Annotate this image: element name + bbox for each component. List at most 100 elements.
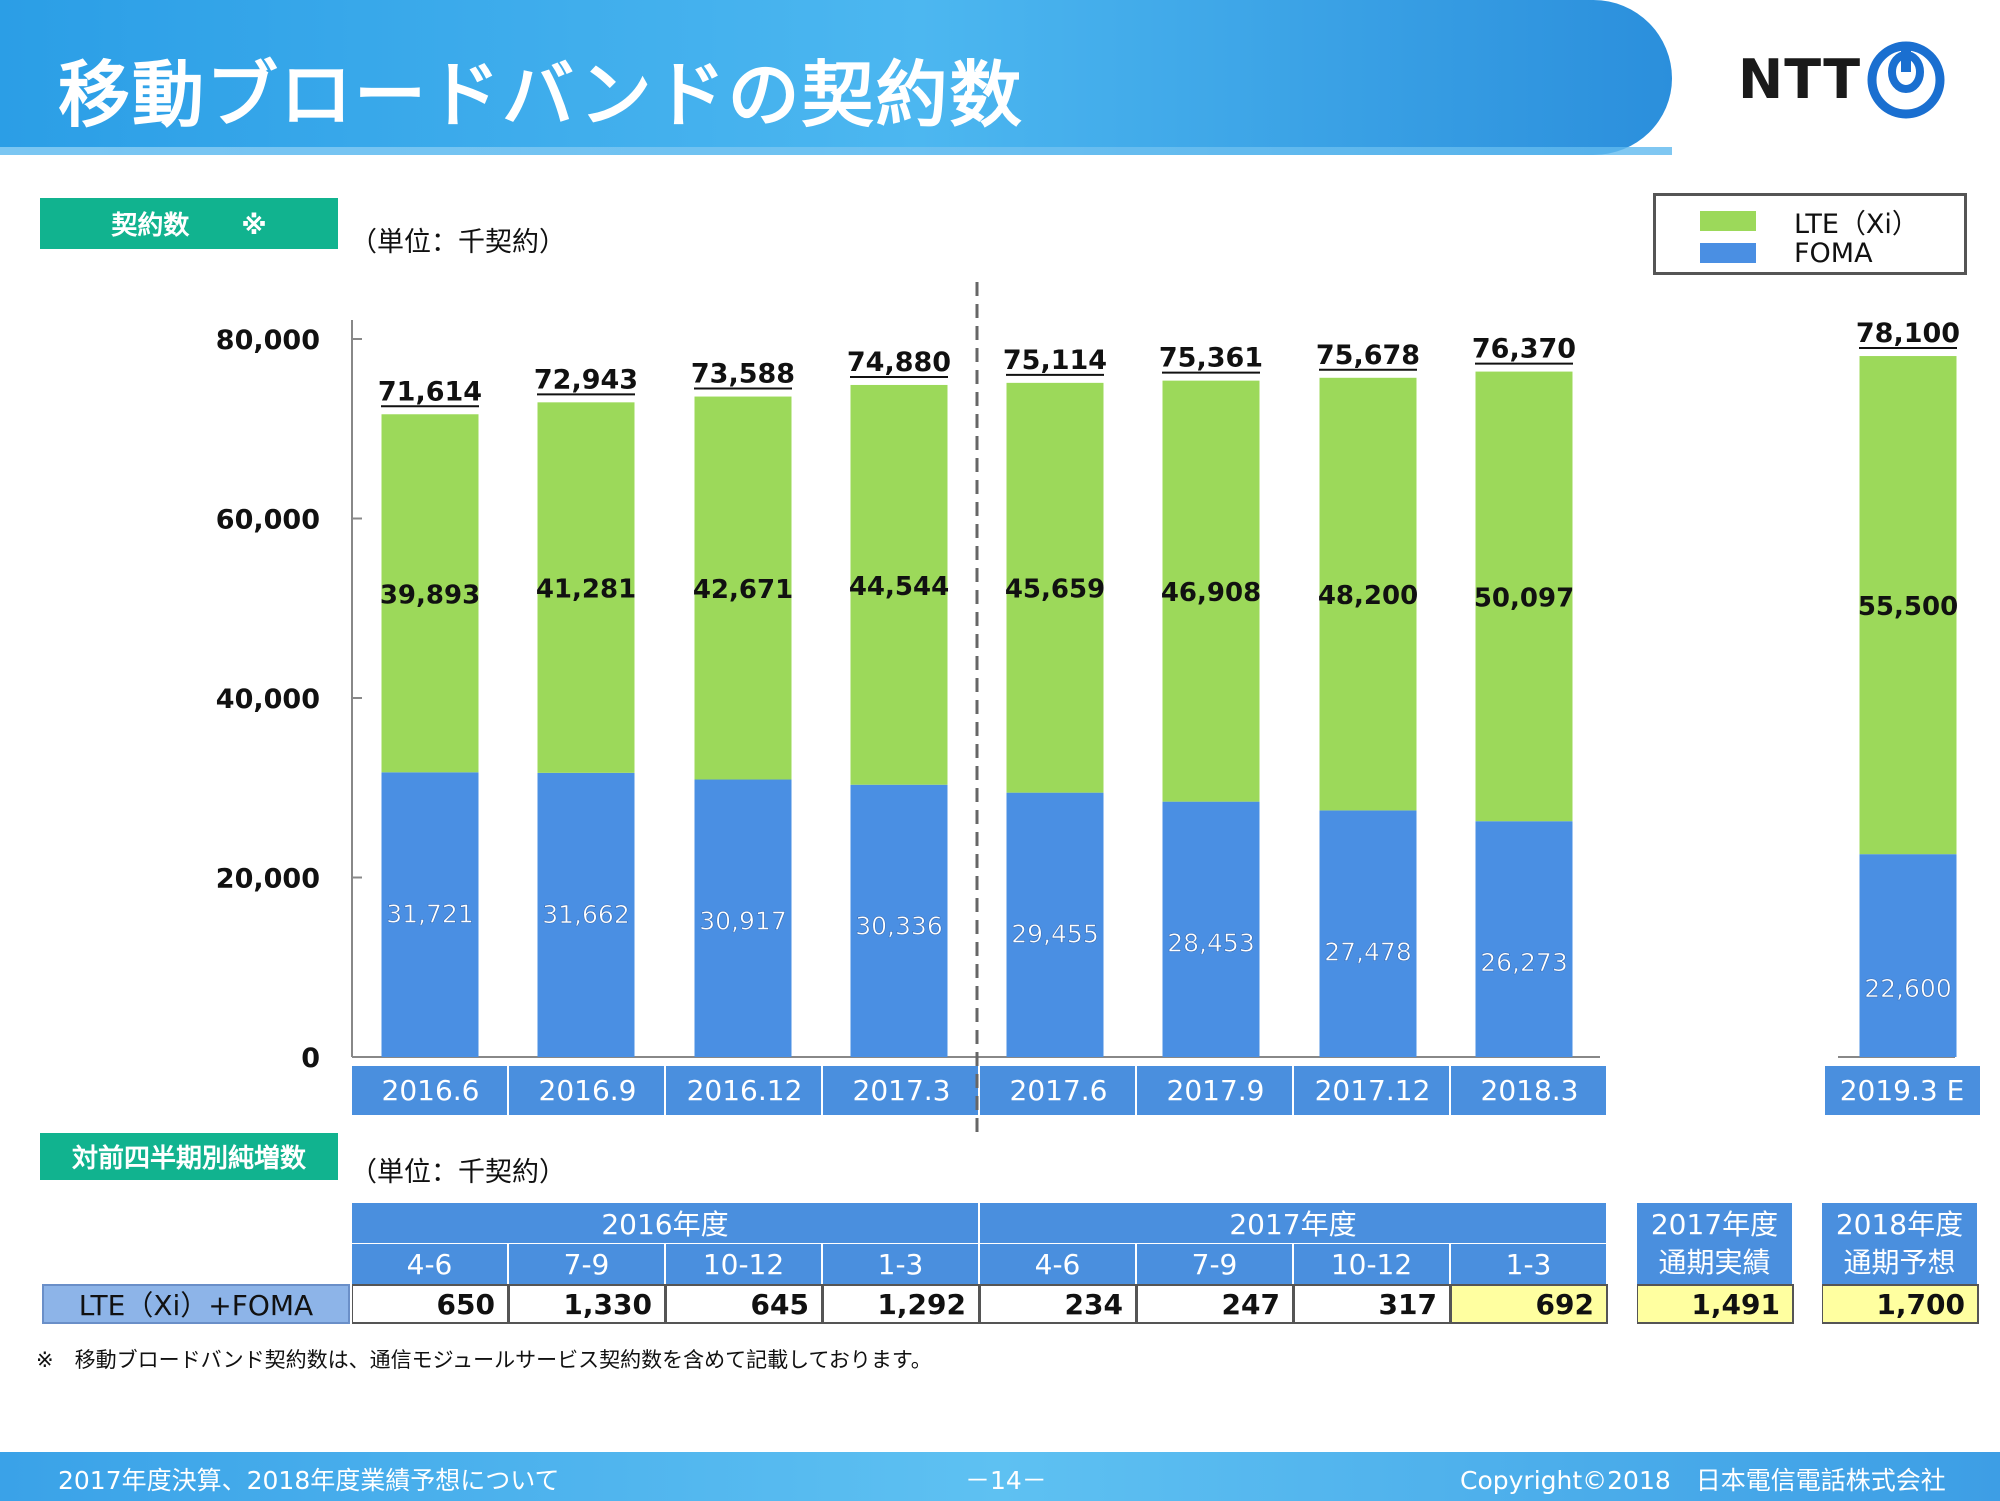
data-label-foma: 30,336 [855, 912, 942, 941]
quarter-header: 10-12 [1294, 1244, 1451, 1284]
data-label-foma: 27,478 [1324, 937, 1411, 966]
bar-foma [381, 772, 479, 1057]
data-label-lte: 41,281 [536, 575, 636, 605]
x-category-box [1294, 1066, 1449, 1115]
data-label-total: 75,678 [1316, 340, 1420, 371]
x-category-box [980, 1066, 1135, 1115]
ntt-logo-icon [1867, 41, 1945, 119]
x-category-box-forecast [1825, 1066, 1980, 1115]
section-label-net-increase: 対前四半期別純増数 [40, 1133, 338, 1180]
quarter-header: 4-6 [980, 1244, 1137, 1284]
x-category-box [509, 1066, 664, 1115]
bar-lte [1162, 380, 1260, 802]
data-label-total: 75,114 [1003, 345, 1107, 376]
bar-foma [850, 784, 948, 1057]
stacked-bar-chart: 0 20,000 40,000 60,000 80,000 31,721 39,893 71,… [216, 282, 1980, 1140]
table-value-cell: 650 [352, 1284, 509, 1324]
ntt-logo-text: NTT [1738, 48, 1862, 111]
y-tick-label: 60,000 [216, 505, 320, 536]
data-label-lte: 50,097 [1474, 583, 1574, 613]
data-label-total: 75,361 [1159, 343, 1263, 374]
table-value-cell: 692 [1451, 1284, 1608, 1324]
bar-lte [1319, 377, 1417, 811]
x-tick-label: 2017.12 [1315, 1074, 1431, 1107]
data-label-foma: 30,917 [699, 907, 786, 936]
data-label-foma: 28,453 [1167, 929, 1254, 958]
data-label-total: 76,370 [1472, 334, 1576, 365]
bar-lte [850, 384, 948, 785]
ntt-logo: NTT [1738, 40, 1960, 130]
quarter-header: 1-3 [1451, 1244, 1608, 1284]
data-label-lte: 48,200 [1318, 581, 1418, 611]
bar-lte [1475, 371, 1573, 822]
table-value-cell: 1,330 [509, 1284, 666, 1324]
x-tick-label: 2017.9 [1167, 1074, 1265, 1107]
footnote: ※ 移動ブロードバンド契約数は、通信モジュールサービス契約数を含めて記載しており… [36, 1348, 932, 1372]
title-bar [0, 0, 1672, 155]
data-label-total: 78,100 [1856, 318, 1960, 349]
quarter-header: 1-3 [823, 1244, 980, 1284]
bar-foma [694, 779, 792, 1057]
footer-left: 2017年度決算、2018年度業績予想について [58, 1466, 560, 1495]
bar-foma [537, 772, 635, 1057]
quarter-header: 7-9 [1137, 1244, 1294, 1284]
bar-lte [1006, 382, 1104, 793]
page-title: 移動ブロードバンドの契約数 [58, 53, 1024, 137]
table-unit: （単位：千契約） [350, 1157, 566, 1188]
x-tick-label: 2018.3 [1481, 1074, 1579, 1107]
x-tick-label: 2016.9 [539, 1074, 637, 1107]
bar-foma [1162, 801, 1260, 1057]
annual-value-cell: 1,491 [1637, 1284, 1794, 1324]
section-label-contracts: 契約数 ※ [40, 198, 338, 249]
x-category-box [352, 1066, 507, 1115]
data-label-total: 73,588 [691, 359, 795, 390]
y-tick-label: 80,000 [216, 325, 320, 356]
legend-item-foma: FOMA [1700, 237, 1873, 269]
bar-lte [381, 414, 479, 773]
fy-header-2016: 2016年度 [352, 1203, 980, 1243]
x-tick-label: 2019.3 E [1840, 1074, 1965, 1107]
annual-header: 2017年度 通期実績 [1637, 1203, 1794, 1284]
table-value-cell: 1,292 [823, 1284, 980, 1324]
data-label-lte: 46,908 [1161, 578, 1261, 608]
data-label-foma: 29,455 [1011, 920, 1098, 949]
legend-item-lte: LTE（Xi） [1700, 206, 1919, 240]
x-tick-label: 2017.6 [1010, 1074, 1108, 1107]
fy-header-2017: 2017年度 [980, 1203, 1608, 1243]
row-label: LTE（Xi）+FOMA [42, 1284, 350, 1324]
table-value-cell: 317 [1294, 1284, 1451, 1324]
legend-label-lte: LTE（Xi） [1794, 208, 1919, 240]
data-label-foma: 26,273 [1480, 948, 1567, 977]
data-label-foma: 22,600 [1864, 974, 1951, 1003]
legend-label-foma: FOMA [1794, 237, 1873, 269]
quarter-header: 10-12 [666, 1244, 823, 1284]
data-label-foma: 31,721 [386, 899, 473, 928]
bar-foma [1006, 792, 1104, 1057]
data-label-total: 72,943 [534, 364, 638, 395]
legend-swatch-lte [1700, 211, 1756, 231]
quarter-header: 7-9 [509, 1244, 666, 1284]
x-tick-label: 2016.12 [687, 1074, 803, 1107]
bar-lte [1859, 356, 1957, 855]
bar-lte [694, 396, 792, 780]
data-label-total: 71,614 [378, 376, 482, 407]
annual-header-line2: 通期実績 [1658, 1245, 1771, 1279]
annual-header-line1: 2017年度 [1650, 1207, 1779, 1241]
legend-swatch-foma [1700, 243, 1756, 263]
bar-foma [1319, 810, 1417, 1057]
data-label-total: 74,880 [847, 347, 951, 378]
annual-header-line2: 通期予想 [1843, 1245, 1956, 1279]
x-category-box [1451, 1066, 1606, 1115]
chart-unit: （単位：千契約） [350, 227, 566, 258]
annual-value-cell: 1,700 [1822, 1284, 1979, 1324]
data-label-lte: 45,659 [1005, 575, 1105, 605]
x-tick-label: 2016.6 [382, 1074, 480, 1107]
x-category-box [666, 1066, 821, 1115]
annual-header: 2018年度 通期予想 [1822, 1203, 1979, 1284]
annual-header-line1: 2018年度 [1835, 1207, 1964, 1241]
data-label-lte: 44,544 [849, 572, 949, 602]
footer: 2017年度決算、2018年度業績予想について －14－ Copyright©2… [0, 1452, 2000, 1501]
data-label-lte: 39,893 [380, 580, 480, 610]
table-value-cell: 645 [666, 1284, 823, 1324]
x-category-box [1137, 1066, 1292, 1115]
